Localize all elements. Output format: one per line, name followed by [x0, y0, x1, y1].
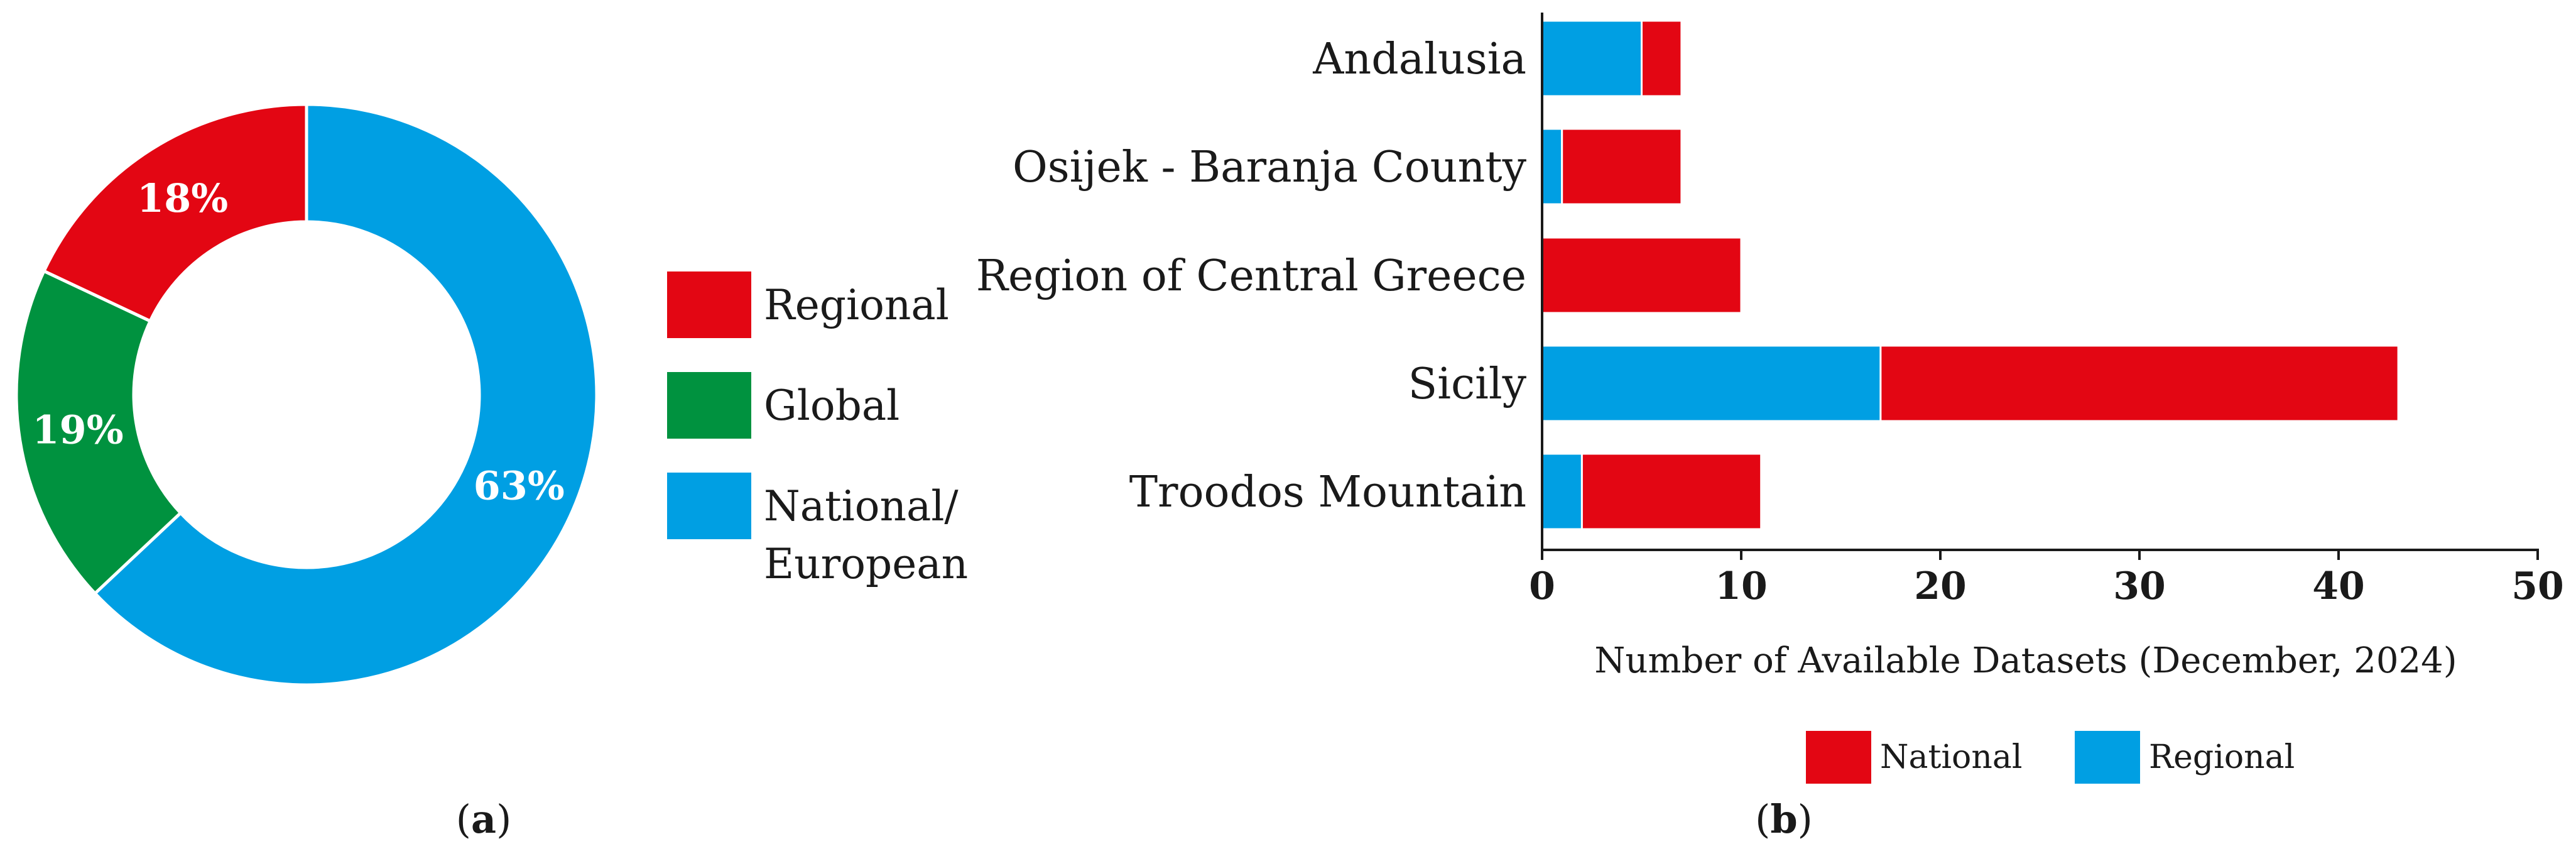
bar-legend-label: National — [1880, 738, 2022, 776]
donut-slice-label: 63% — [474, 463, 565, 508]
donut-labels: 63% 19% 18% — [32, 175, 564, 508]
bar-legend-item-national: National — [1806, 731, 2022, 784]
bar-osijek-baranja-county-national — [1561, 128, 1683, 206]
category-label-troodos-mountain: Troodos Mountain — [1129, 468, 1526, 517]
bar-legend-swatch — [2075, 731, 2140, 784]
legend-swatch — [667, 372, 751, 439]
bar-osijek-baranja-county-regional — [1541, 128, 1563, 206]
x-tick-label: 50 — [2511, 564, 2564, 608]
bars — [1541, 19, 2399, 530]
category-labels: Andalusia Osijek - Baranja County Region o… — [976, 35, 1527, 517]
x-tick-label: 20 — [1914, 564, 1967, 608]
legend-label: European — [764, 540, 968, 588]
x-tick-label: 10 — [1715, 564, 1768, 608]
bar-legend: National Regional — [1806, 731, 2295, 784]
panel-label-a: (a) — [456, 796, 512, 842]
donut-slice-national-european — [92, 102, 599, 687]
x-tick-label: 40 — [2312, 564, 2365, 608]
panel-label-b: (b) — [1755, 796, 1813, 842]
legend-swatch — [667, 271, 751, 338]
legend-label: National/ — [764, 482, 959, 530]
bar-sicily-regional — [1541, 344, 1882, 422]
legend-item-global: Global — [667, 372, 899, 439]
bar-sicily-national — [1879, 344, 2399, 422]
bar-troodos-mountain-national — [1580, 452, 1763, 530]
x-ticks: 0 10 20 30 40 50 — [1529, 550, 2564, 608]
legend-swatch — [667, 473, 751, 539]
bar-legend-item-regional: Regional — [2075, 731, 2295, 784]
legend-item-regional: Regional — [667, 271, 949, 338]
bar-legend-label: Regional — [2149, 738, 2295, 776]
category-label-sicily: Sicily — [1408, 359, 1527, 409]
donut-slice-regional — [41, 102, 308, 324]
bar-troodos-mountain-regional — [1541, 452, 1583, 530]
donut-legend: Regional Global National/European — [667, 271, 968, 588]
donut-slice-label: 19% — [32, 407, 123, 453]
category-label-andalusia: Andalusia — [1312, 35, 1526, 84]
legend-item-national-european: National/European — [667, 473, 968, 588]
bar-andalusia-national — [1641, 19, 1683, 97]
bar-andalusia-regional — [1541, 19, 1643, 97]
bar-region-of-central-greece-national — [1541, 236, 1742, 314]
x-tick-label: 30 — [2113, 564, 2166, 608]
legend-label: Global — [764, 381, 899, 430]
x-tick-label: 0 — [1529, 564, 1555, 608]
donut-slice-label: 18% — [137, 175, 228, 221]
legend-label: Regional — [764, 281, 949, 329]
category-label-region-of-central-greece: Region of Central Greece — [976, 251, 1526, 301]
category-label-osijek-baranja-county: Osijek - Baranja County — [1013, 143, 1527, 192]
bar-legend-swatch — [1806, 731, 1871, 784]
x-axis-title: Number of Available Datasets (December, … — [1594, 640, 2457, 681]
bar-chart: Andalusia Osijek - Baranja County Region o… — [976, 13, 2564, 842]
donut-slices — [14, 102, 599, 687]
donut-slice-global — [14, 268, 183, 596]
donut-chart: 63% 19% 18% Regional Global National/Europea… — [14, 102, 968, 842]
